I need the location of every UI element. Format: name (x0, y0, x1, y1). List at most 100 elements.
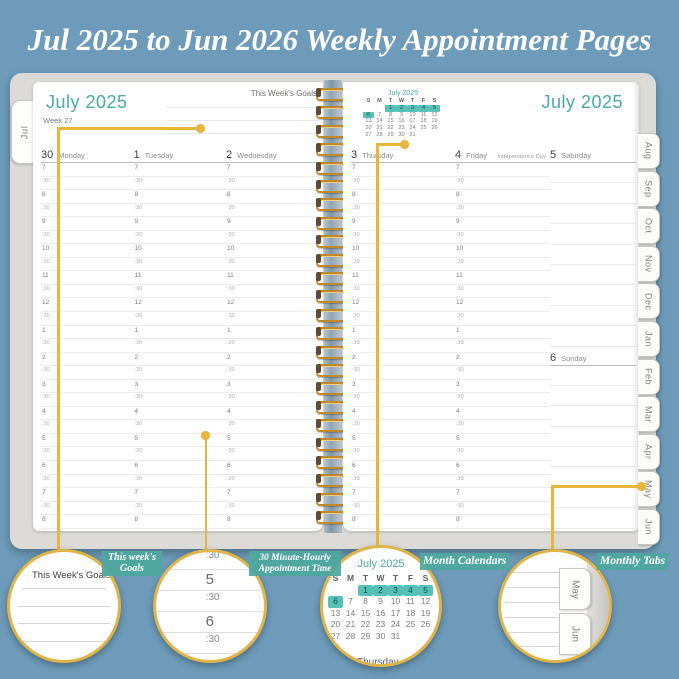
mini-month-calendar: July 2025 S M T W T F S 1 2 3 4 5 6 7 8 9 10 11 12 13 14 15 16 1… (363, 90, 443, 139)
calendar-day: 22 (360, 619, 371, 629)
time-slot-row: 6 (351, 461, 455, 475)
week-number-label: Week 27 (43, 116, 73, 125)
time-slot-row: :30 (41, 204, 134, 218)
calendar-day: 29 (387, 131, 394, 138)
calendar-day: 13 (365, 118, 372, 125)
time-slot-row: 7 (226, 163, 319, 177)
time-slot-row: 3 (351, 380, 455, 394)
time-slot-row: :30 (455, 177, 550, 191)
month-tab-dec: Dec (638, 283, 660, 320)
feature-label-line: 30 Minute-Hourly (259, 553, 331, 563)
time-slot-row: :30 (455, 312, 550, 326)
zoom-time-label: 6 (205, 613, 215, 630)
time-slot-row: 12 (455, 298, 550, 313)
calendar-day: 4 (418, 104, 429, 112)
calendar-day: 17 (409, 118, 416, 125)
time-slot-row: :30 (226, 475, 319, 489)
right-day-columns: 3Thursday7:308:309:3010:3011:3012:301:30… (351, 144, 636, 529)
month-tab-label: Feb (643, 368, 654, 386)
feature-label-line: Monthly Tabs (600, 555, 666, 567)
time-slot-row: :30 (226, 204, 319, 218)
calendar-weekday: T (410, 98, 415, 104)
calendar-day: 26 (431, 125, 438, 132)
month-tab-jan: Jan (638, 321, 660, 357)
calendar-day (429, 132, 440, 139)
tab-jul-label: Jul (19, 125, 30, 139)
day-column-tuesday: 1 Tuesday 7:30 8:30 9:30 10:30 11:30 12:30 1:30 2… (133, 144, 226, 529)
time-slot-row: 7 (226, 488, 319, 502)
time-slot-row: 11 (455, 271, 550, 285)
calendar-day (328, 585, 343, 597)
time-slot-row: :30 (133, 285, 226, 299)
day-name: Tuesday (144, 151, 174, 160)
day-header: 30 Monday (41, 144, 134, 163)
month-tab-label: Oct (643, 218, 654, 234)
time-slot-row: :30 (455, 393, 550, 407)
calendar-day: 26 (420, 619, 431, 629)
ruled-line (18, 623, 110, 624)
calendar-day: 23 (375, 619, 386, 629)
time-slot-row: 4 (41, 407, 134, 421)
time-slot-row: 2 (455, 353, 550, 367)
time-slot-row: :30 (226, 312, 319, 326)
day-header: 5 Saturday (550, 144, 636, 163)
time-slot-row: 11 (351, 271, 455, 285)
month-tab-label: Mar (643, 405, 654, 423)
ruled-row (550, 163, 636, 184)
calendar-week-row: 20 21 22 23 24 25 26 (363, 125, 443, 132)
goal-line (166, 133, 319, 134)
time-slot-row: :30 (455, 447, 550, 462)
time-slot-row: :30 (133, 231, 226, 245)
month-tab-mar: Mar (638, 396, 660, 433)
left-day-columns: 30 Monday 7:30 8:30 9:30 10:30 11:30 12:30 1:30 2… (41, 144, 319, 529)
calendar-day: 16 (375, 607, 386, 618)
time-slot-row: :30 (351, 312, 455, 326)
time-slot-row: :30 (226, 366, 319, 380)
time-slot-row: 8 (226, 190, 319, 204)
calendar-day: 21 (376, 125, 383, 132)
calendar-day: 20 (330, 619, 341, 629)
time-slot-row: 7 (351, 488, 455, 502)
time-slot-row: 1 (41, 326, 134, 340)
time-slot-row: 1 (226, 326, 319, 340)
time-slot-row: :30 (226, 258, 319, 272)
calendar-week-row: 13 14 15 16 17 18 19 (363, 118, 443, 125)
calendar-day: 14 (345, 607, 356, 618)
feature-label-appointment-time: 30 Minute-Hourly Appointment Time (249, 551, 341, 576)
month-tab-label: Jan (643, 330, 654, 347)
goal-line (166, 107, 319, 108)
time-slot-row: :30 (41, 475, 134, 489)
left-month-header: July 2025 (46, 92, 128, 112)
time-slot-row: :30 (41, 420, 134, 434)
calendar-day: 2 (396, 104, 407, 112)
day-name: Monday (58, 151, 85, 160)
ruled-row (550, 326, 636, 347)
time-slot-row: :30 (351, 366, 455, 380)
month-tab-aug: Aug (638, 133, 660, 169)
page-title: Jul 2025 to Jun 2026 Weekly Appointment … (27, 22, 652, 57)
calendar-weekday: T (392, 573, 399, 583)
time-slot-row: :30 (351, 502, 455, 516)
time-slot-row: 5 (133, 434, 226, 448)
time-slot-row: 5 (226, 434, 319, 448)
time-slot-row: 6 (455, 461, 550, 475)
time-slot-zoom: :30 5:30 6:30 (156, 552, 264, 654)
ruled-line (509, 646, 561, 647)
time-slot-row: :30 (455, 420, 550, 434)
time-slot-row: :30 (41, 285, 134, 299)
calendar-day: 5 (429, 104, 440, 112)
tab-jul: Jul (11, 100, 37, 164)
calendar-day: 24 (390, 619, 401, 629)
ruled-row (550, 427, 636, 448)
ruled-line (22, 588, 106, 589)
feature-label-line: Month Calendars (423, 555, 507, 567)
time-slot-row: 5 (41, 434, 134, 448)
time-slot-row: 11 (41, 271, 134, 285)
time-slot-row: :30 (133, 366, 226, 380)
ruled-row (550, 366, 636, 386)
calendar-day: 15 (387, 118, 394, 125)
day-header-sunday: 6 Sunday (550, 347, 636, 366)
calendar-day: 24 (409, 125, 416, 132)
